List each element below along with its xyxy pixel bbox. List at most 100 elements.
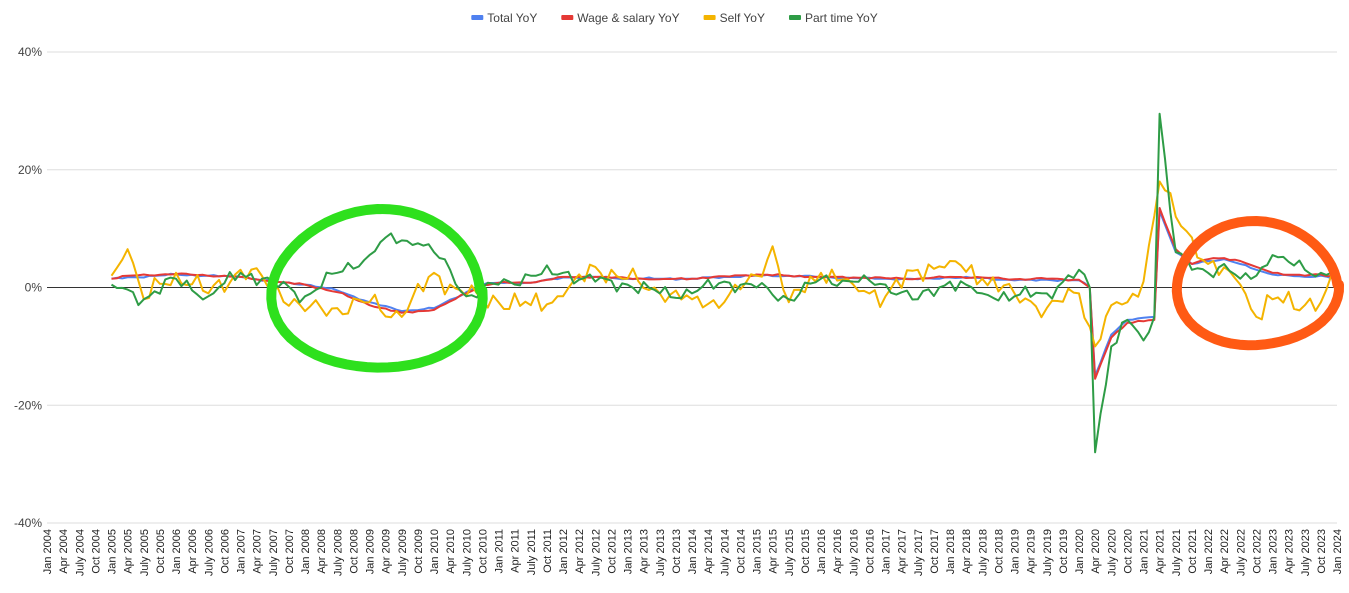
x-tick-label: July 2014 — [719, 529, 731, 576]
x-tick-label: Oct 2019 — [1058, 529, 1070, 574]
x-tick-label: Oct 2018 — [993, 529, 1005, 574]
x-tick-label: Oct 2011 — [542, 529, 554, 573]
legend-label: Wage & salary YoY — [577, 11, 679, 25]
x-axis: Jan 2004 Apr 2004 July 2004 Oct 2004 Jan 200… — [42, 529, 1344, 576]
x-tick-label: Jan 2006 — [171, 529, 183, 574]
x-tick-label: July 2008 — [332, 529, 344, 576]
legend-swatch — [703, 15, 716, 20]
y-tick-label: -40% — [14, 516, 42, 530]
x-tick-label: Jan 2012 — [558, 529, 570, 574]
legend-swatch — [561, 15, 574, 20]
y-tick-label: 0% — [25, 281, 43, 295]
x-tick-label: July 2023 — [1300, 529, 1312, 576]
x-tick-label: Oct 2013 — [671, 529, 683, 574]
legend-label: Total YoY — [487, 11, 537, 25]
legend-label: Self YoY — [720, 11, 765, 25]
x-tick-label: Apr 2007 — [252, 529, 264, 574]
x-tick-label: Jan 2010 — [429, 529, 441, 574]
x-tick-label: Apr 2023 — [1284, 529, 1296, 574]
x-tick-label: Apr 2005 — [123, 529, 135, 574]
x-tick-label: Jan 2019 — [1010, 529, 1022, 574]
x-tick-label: Apr 2020 — [1090, 529, 1102, 574]
y-tick-label: -20% — [14, 398, 42, 412]
x-tick-label: Apr 2018 — [961, 529, 973, 574]
x-tick-label: July 2013 — [655, 529, 667, 576]
legend-item[interactable]: Wage & salary YoY — [561, 11, 680, 25]
x-tick-label: Oct 2017 — [929, 529, 941, 574]
x-tick-label: July 2022 — [1235, 529, 1247, 576]
x-tick-label: Apr 2021 — [1155, 529, 1167, 574]
y-axis: 40% 20% 0% -20% -40% — [14, 45, 42, 530]
x-tick-label: Jan 2020 — [1074, 529, 1086, 574]
legend-label: Part time YoY — [805, 11, 878, 25]
x-tick-label: Oct 2021 — [1187, 529, 1199, 574]
x-tick-label: Oct 2004 — [90, 529, 102, 574]
x-tick-label: Apr 2015 — [768, 529, 780, 574]
x-tick-label: Apr 2011 — [510, 529, 522, 573]
x-tick-label: Oct 2006 — [219, 529, 231, 574]
x-tick-label: Jan 2011 — [494, 529, 506, 573]
x-tick-label: Jan 2016 — [816, 529, 828, 574]
x-tick-label: July 2009 — [397, 529, 409, 576]
x-tick-label: Jan 2023 — [1268, 529, 1280, 574]
x-tick-label: July 2005 — [139, 529, 151, 576]
x-tick-label: Jan 2022 — [1203, 529, 1215, 574]
annotation-circle — [266, 204, 488, 373]
x-tick-label: Apr 2004 — [58, 529, 70, 574]
x-tick-label: Apr 2012 — [574, 529, 586, 574]
x-tick-label: Apr 2009 — [381, 529, 393, 574]
x-tick-label: Oct 2022 — [1251, 529, 1263, 574]
x-tick-label: Jan 2013 — [623, 529, 635, 574]
x-tick-label: July 2010 — [461, 529, 473, 576]
x-tick-label: Oct 2023 — [1316, 529, 1328, 574]
x-tick-label: Jan 2009 — [365, 529, 377, 574]
x-tick-label: Jan 2018 — [945, 529, 957, 574]
x-tick-label: Apr 2006 — [187, 529, 199, 574]
x-tick-label: Oct 2012 — [606, 529, 618, 574]
x-tick-label: Oct 2005 — [155, 529, 167, 574]
series-line — [110, 112, 1338, 454]
x-tick-label: Apr 2014 — [703, 529, 715, 574]
x-tick-label: Apr 2008 — [316, 529, 328, 574]
x-tick-label: July 2021 — [1171, 529, 1183, 576]
y-tick-label: 20% — [18, 163, 42, 177]
legend-item[interactable]: Part time YoY — [789, 11, 878, 25]
legend[interactable]: Total YoY Wage & salary YoY Self YoY Part t… — [471, 11, 878, 25]
series-line — [110, 180, 1338, 348]
annotation-circle — [1171, 216, 1344, 351]
x-tick-label: July 2006 — [203, 529, 215, 576]
x-tick-label: Apr 2017 — [897, 529, 909, 574]
x-tick-label: Jan 2004 — [42, 529, 54, 574]
x-tick-label: July 2017 — [913, 529, 925, 576]
x-tick-label: Jan 2014 — [687, 529, 699, 574]
x-tick-label: Jan 2021 — [1139, 529, 1151, 574]
series-line — [111, 207, 1338, 380]
x-tick-label: July 2012 — [590, 529, 602, 576]
annotation-layer — [266, 204, 1344, 373]
x-tick-label: July 2004 — [74, 529, 86, 576]
x-tick-label: July 2019 — [1042, 529, 1054, 576]
legend-item[interactable]: Total YoY — [471, 11, 537, 25]
x-tick-label: Apr 2013 — [639, 529, 651, 574]
x-tick-label: July 2015 — [784, 529, 796, 576]
x-tick-label: Apr 2022 — [1219, 529, 1231, 574]
x-tick-label: Jan 2017 — [881, 529, 893, 574]
x-tick-label: Apr 2019 — [1026, 529, 1038, 574]
x-tick-label: Oct 2020 — [1122, 529, 1134, 574]
x-tick-label: July 2007 — [268, 529, 280, 576]
series-layer — [110, 112, 1338, 454]
x-tick-label: Oct 2016 — [864, 529, 876, 574]
x-tick-label: Apr 2010 — [445, 529, 457, 574]
legend-item[interactable]: Self YoY — [703, 11, 765, 25]
x-tick-label: July 2011 — [526, 529, 538, 575]
x-tick-label: Oct 2008 — [348, 529, 360, 574]
y-tick-label: 40% — [18, 45, 42, 59]
x-tick-label: Oct 2014 — [735, 529, 747, 574]
x-tick-label: Jan 2005 — [107, 529, 119, 574]
x-tick-label: Jan 2015 — [752, 529, 764, 574]
x-tick-label: Jan 2008 — [300, 529, 312, 574]
x-tick-label: Jan 2024 — [1332, 529, 1344, 574]
x-tick-label: July 2020 — [1106, 529, 1118, 576]
